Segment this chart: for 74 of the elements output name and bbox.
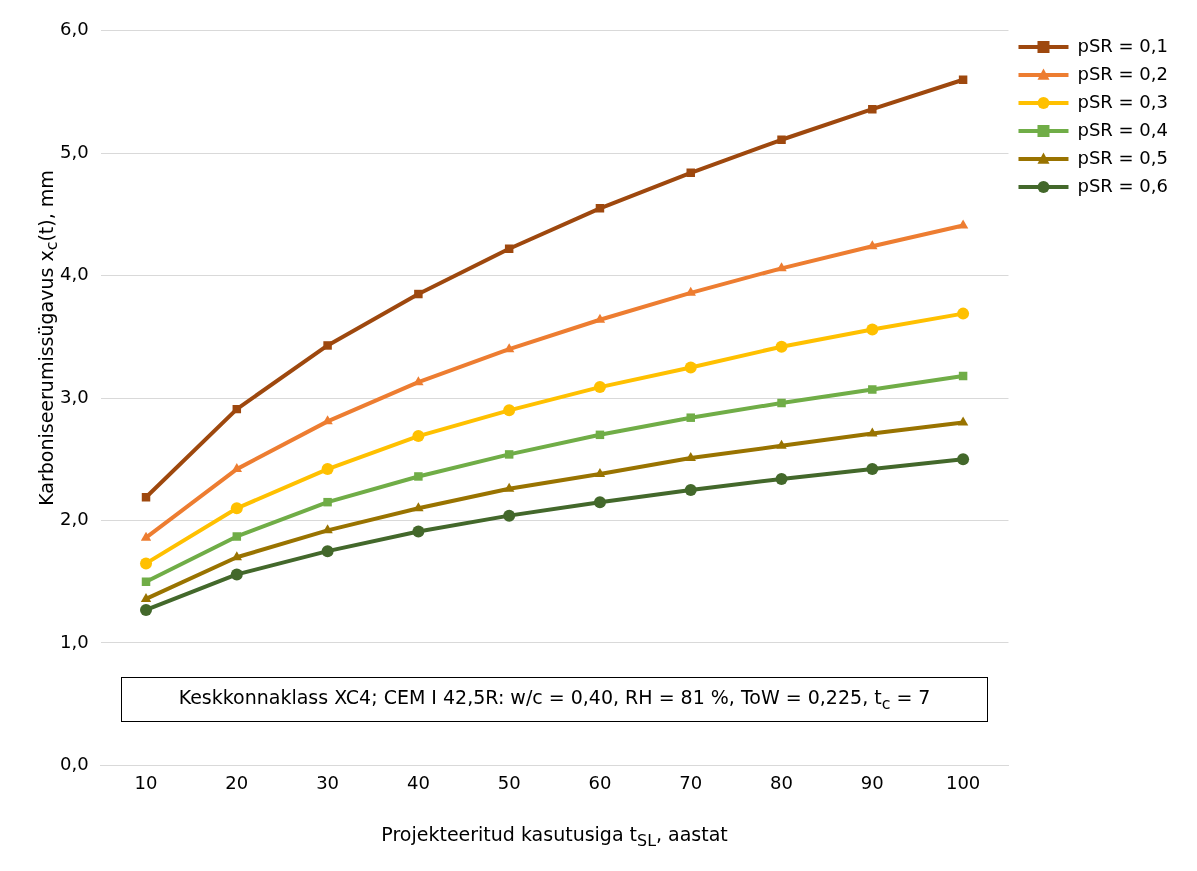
point bbox=[504, 244, 514, 253]
point bbox=[957, 416, 969, 426]
x-tick-label: 80 bbox=[770, 771, 793, 793]
point bbox=[141, 493, 151, 502]
point bbox=[594, 468, 606, 478]
point bbox=[140, 531, 152, 541]
x-tick-label: 60 bbox=[588, 771, 612, 793]
point bbox=[868, 385, 877, 394]
y-tick-label: 5,0 bbox=[59, 140, 89, 162]
point bbox=[868, 104, 877, 114]
point bbox=[595, 204, 605, 213]
y-tick-label: 6,0 bbox=[59, 18, 89, 40]
point bbox=[775, 472, 788, 485]
point bbox=[504, 450, 514, 459]
legend-label: pSR = 0,4 bbox=[1077, 118, 1169, 140]
y-tick-label: 2,0 bbox=[59, 508, 89, 530]
point bbox=[412, 430, 425, 443]
point bbox=[140, 557, 153, 570]
point bbox=[412, 525, 425, 538]
y-tick-label: 4,0 bbox=[59, 263, 89, 285]
point bbox=[321, 545, 334, 558]
y-tick-label: 0,0 bbox=[59, 753, 89, 775]
point bbox=[686, 168, 695, 178]
point bbox=[686, 413, 695, 422]
point bbox=[323, 341, 332, 350]
point bbox=[503, 482, 515, 492]
point bbox=[231, 463, 242, 473]
point bbox=[413, 502, 424, 512]
x-tick-label: 50 bbox=[497, 771, 521, 793]
point bbox=[230, 568, 243, 581]
point bbox=[867, 427, 878, 437]
point bbox=[777, 135, 786, 145]
x-tick-label: 40 bbox=[406, 771, 430, 793]
x-tick-label: 100 bbox=[945, 771, 981, 793]
point bbox=[414, 289, 423, 299]
point bbox=[957, 219, 969, 229]
x-tick-label: 20 bbox=[225, 771, 249, 793]
point bbox=[866, 323, 879, 336]
point bbox=[503, 404, 516, 417]
point bbox=[140, 603, 153, 616]
legend-label: pSR = 0,5 bbox=[1077, 146, 1169, 168]
point bbox=[503, 509, 516, 522]
point bbox=[957, 453, 970, 466]
point bbox=[867, 240, 878, 250]
legend-label: pSR = 0,3 bbox=[1077, 90, 1169, 112]
point bbox=[414, 472, 423, 481]
point bbox=[321, 463, 334, 476]
point bbox=[323, 497, 332, 507]
x-tick-label: 70 bbox=[679, 771, 703, 793]
point bbox=[593, 381, 606, 394]
point bbox=[776, 262, 787, 272]
legend-label: pSR = 0,1 bbox=[1077, 34, 1169, 56]
x-axis-title: Projekteeritud kasutusiga t$_{SL}$, aastat bbox=[380, 823, 729, 850]
point bbox=[684, 361, 697, 374]
point bbox=[230, 502, 243, 515]
point bbox=[593, 496, 606, 509]
x-tick-label: 30 bbox=[316, 771, 340, 793]
point bbox=[140, 592, 152, 602]
point bbox=[957, 307, 970, 320]
x-tick-label: 10 bbox=[134, 771, 158, 793]
point bbox=[322, 524, 333, 534]
point bbox=[775, 340, 788, 353]
point bbox=[776, 439, 787, 449]
legend-label: pSR = 0,6 bbox=[1077, 174, 1169, 196]
point bbox=[777, 398, 786, 408]
legend-label: pSR = 0,2 bbox=[1077, 62, 1169, 84]
y-tick-label: 1,0 bbox=[59, 630, 89, 652]
y-tick-label: 3,0 bbox=[59, 385, 89, 407]
point bbox=[866, 463, 879, 476]
annotation: Keskkonnaklass XC4; CEM I 42,5R: w/c = 0,40, RH = 81 %, ToW = 0,225, t$_{c}$ = 7 bbox=[120, 677, 989, 723]
point bbox=[232, 532, 242, 541]
point bbox=[684, 483, 697, 496]
x-tick-label: 90 bbox=[860, 771, 884, 793]
point bbox=[685, 452, 696, 462]
